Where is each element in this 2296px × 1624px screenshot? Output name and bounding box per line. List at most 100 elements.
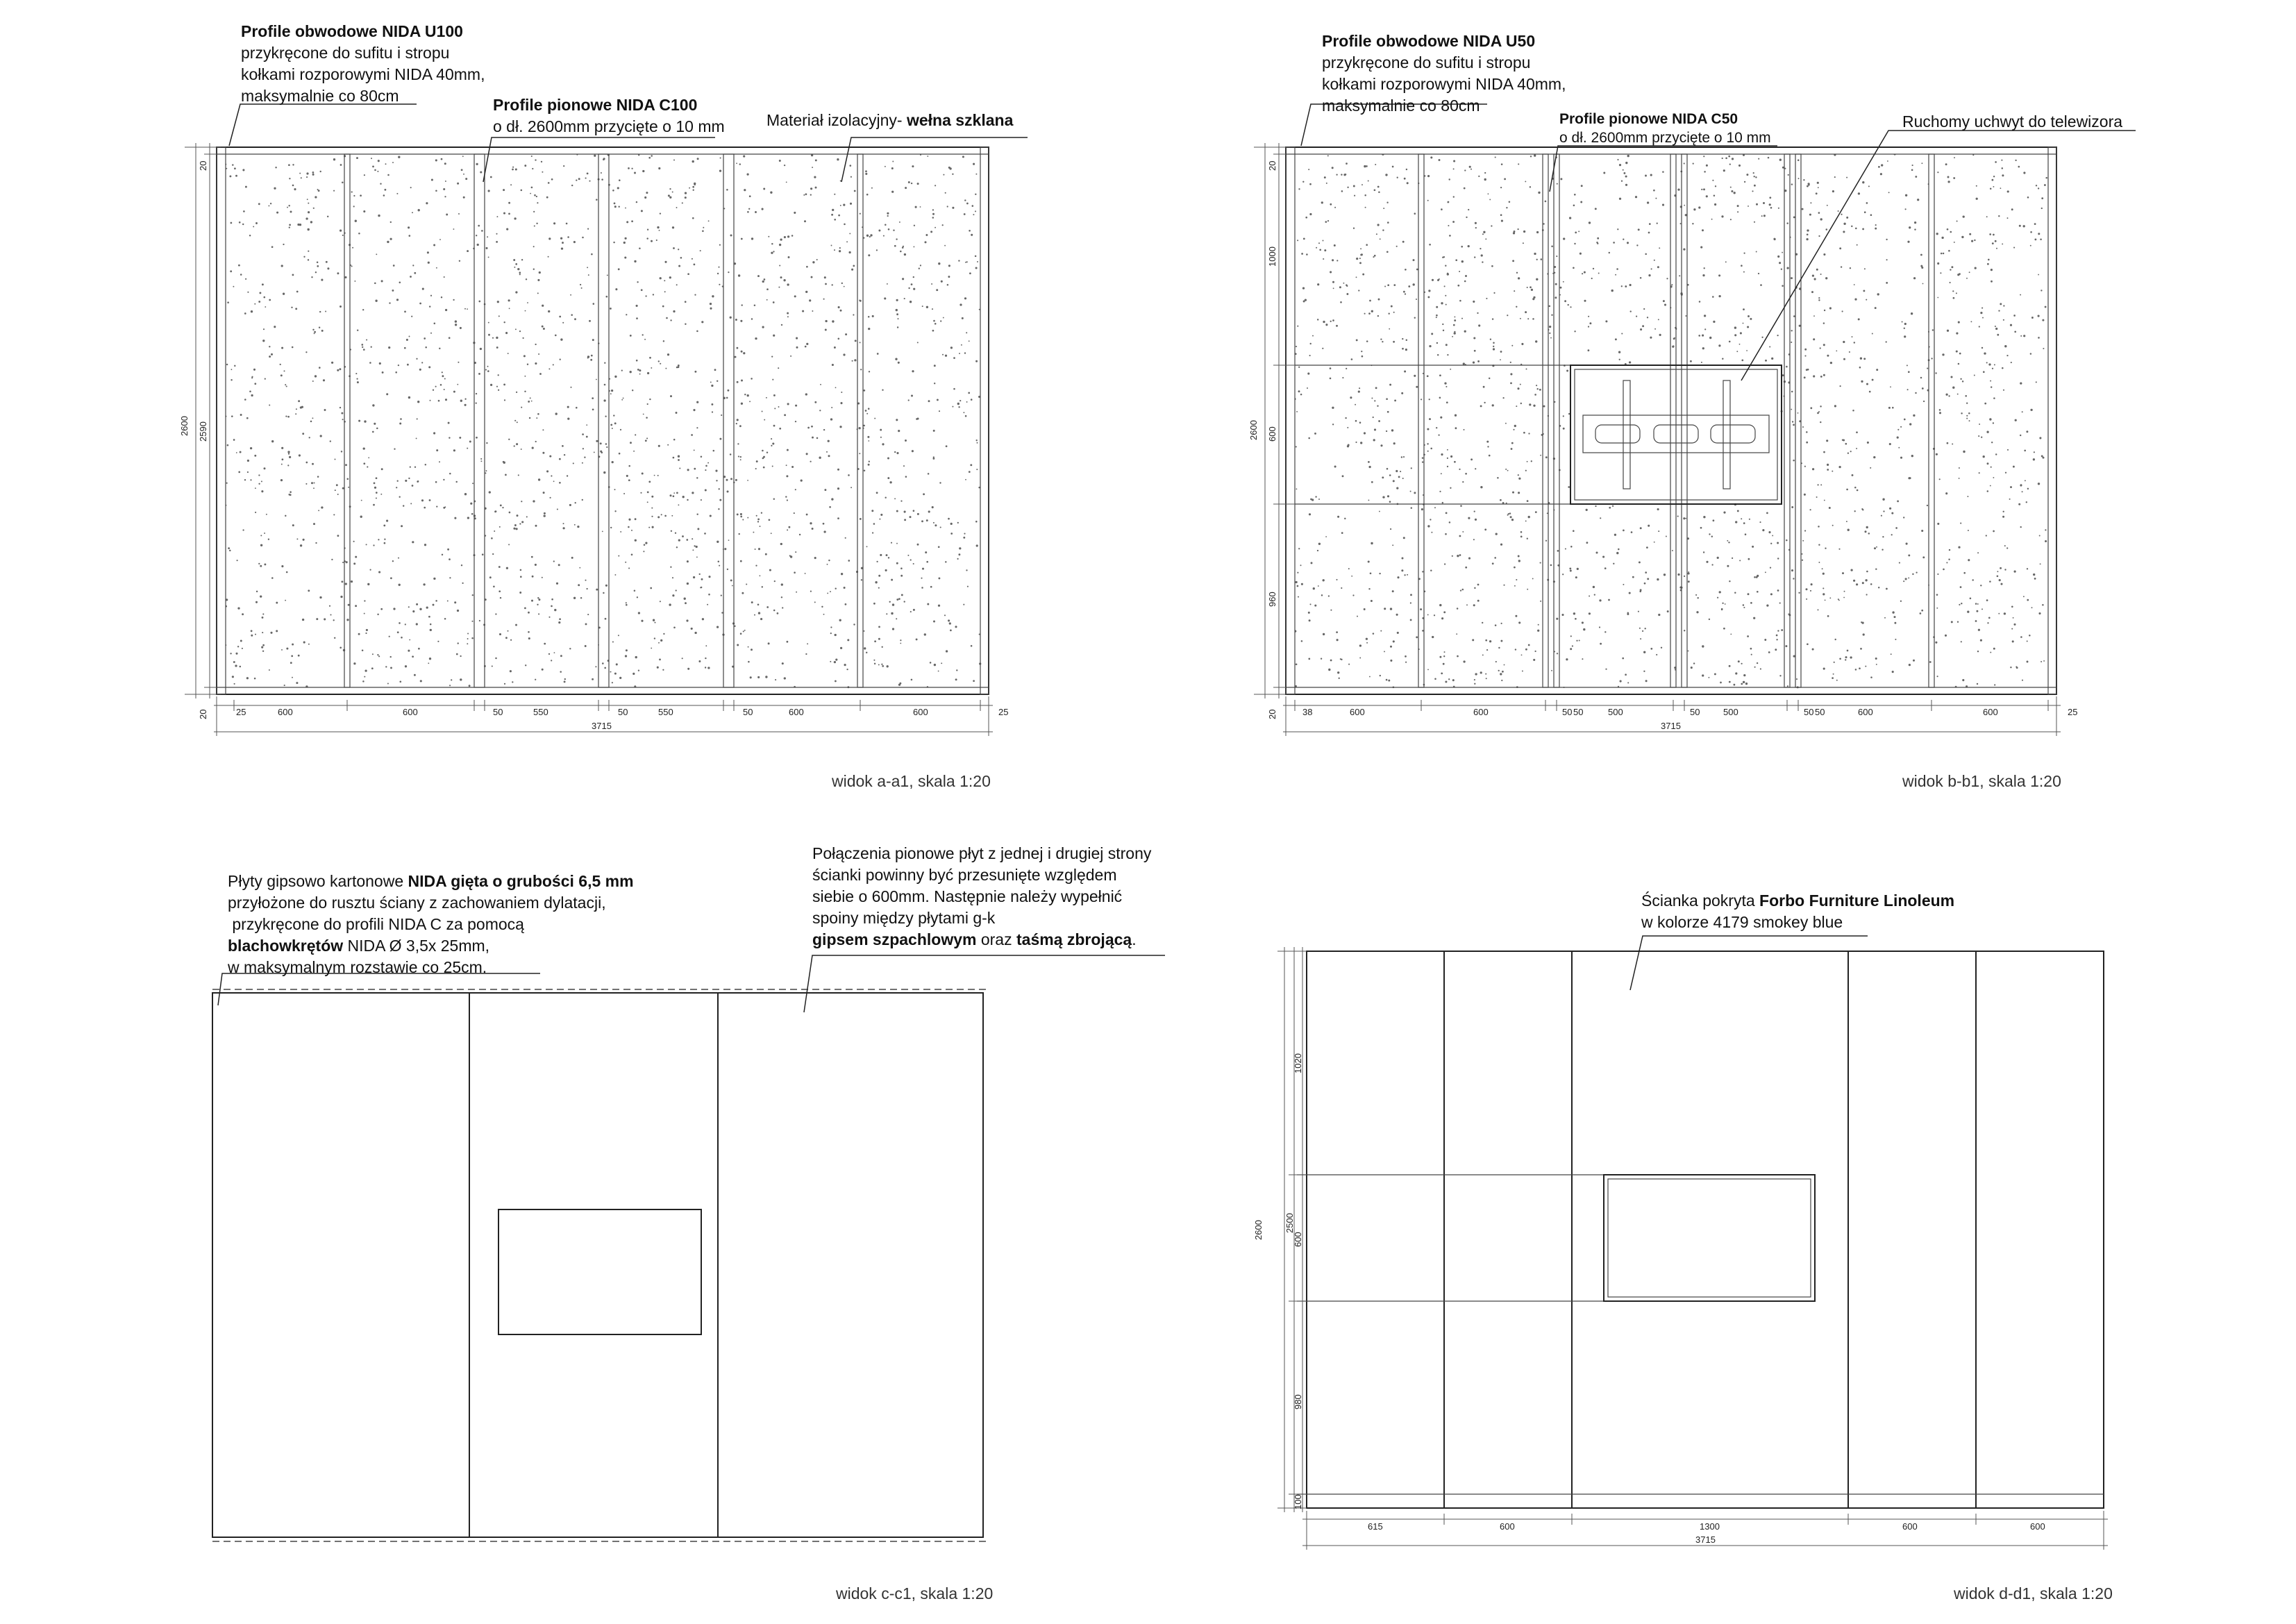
note-c-joints: Połączenia pionowe płyt z jednej i drugi… xyxy=(812,843,1151,951)
dim-b-13: 25 xyxy=(2068,707,2077,717)
wall-frame-a xyxy=(216,147,989,695)
tv-opening-c xyxy=(498,1209,702,1335)
dim-b-total: 3715 xyxy=(1661,721,1681,731)
dim-a-3: 600 xyxy=(403,707,418,717)
dim-a-6: 50 xyxy=(618,707,628,717)
note-a-c-line: o dł. 2600mm przycięte o 10 mm xyxy=(493,117,725,135)
dim-a-5: 550 xyxy=(533,707,548,717)
stud-a-3 xyxy=(598,153,610,688)
note-d-lino-bold: Forbo Furniture Linoleum xyxy=(1759,891,1955,910)
wall-frame-b xyxy=(1285,147,2057,695)
caption-d: widok d-d1, skala 1:20 xyxy=(1954,1584,2113,1602)
dim-d-height: 2600 xyxy=(1253,1220,1264,1240)
dim-a-8: 50 xyxy=(743,707,753,717)
dim-b-left-1: 20 xyxy=(1267,161,1277,171)
stud-a-4 xyxy=(723,153,735,688)
view-a: 25 600 600 50 550 50 550 50 600 600 25 3… xyxy=(179,103,1028,736)
note-c-board-l2: przyłożone do rusztu ściany z zachowanie… xyxy=(228,894,606,912)
note-c-joints-l2: ścianki powinny być przesunięte względem xyxy=(812,866,1117,884)
note-c-joints-l4: spoiny między płytami g-k xyxy=(812,909,996,927)
dim-d-left-3: 980 xyxy=(1293,1394,1303,1409)
tv-mount xyxy=(1570,365,1782,505)
note-a-c-title: Profile pionowe NIDA C100 xyxy=(493,96,698,114)
dim-d-2: 600 xyxy=(1500,1521,1515,1532)
dim-a-left-1: 20 xyxy=(198,161,208,171)
note-b-u-title: Profile obwodowe NIDA U50 xyxy=(1322,32,1536,50)
dims-bottom-b: 38 600 600 50 50 500 50 500 50 50 600 60… xyxy=(1302,707,2077,731)
dim-b-2: 600 xyxy=(1350,707,1365,717)
caption-b: widok b-b1, skala 1:20 xyxy=(1902,772,2061,790)
note-c-board-l4: NIDA Ø 3,5x 25mm, xyxy=(343,937,490,955)
dim-b-8: 500 xyxy=(1723,707,1738,717)
note-a-u-line2: kołkami rozporowymi NIDA 40mm, xyxy=(241,65,485,83)
view-b: 38 600 600 50 50 500 50 500 50 50 600 60… xyxy=(1248,103,2136,736)
dim-b-11: 600 xyxy=(1858,707,1873,717)
leader-a-u xyxy=(228,103,417,147)
dim-b-3: 600 xyxy=(1473,707,1489,717)
note-a-u-line1: przykręcone do sufitu i stropu xyxy=(241,44,450,62)
note-c-joints-post: . xyxy=(1132,930,1137,948)
dim-a-2: 600 xyxy=(278,707,293,717)
note-b-u: Profile obwodowe NIDA U50 przykręcone do… xyxy=(1322,31,1566,117)
dim-d-left-1: 1020 xyxy=(1293,1053,1303,1073)
note-c-joints-l3: siebie o 600mm. Następnie należy wypełni… xyxy=(812,887,1123,905)
note-c-board-l1-bold: NIDA gięta o grubości 6,5 mm xyxy=(408,872,634,890)
dim-a-7: 550 xyxy=(658,707,673,717)
dim-d-mid: 2500 xyxy=(1284,1213,1295,1233)
dim-d-1: 615 xyxy=(1368,1521,1383,1532)
note-c-joints-l1: Połączenia pionowe płyt z jednej i drugi… xyxy=(812,844,1152,862)
stud-a-5 xyxy=(857,153,864,688)
note-b-tv: Ruchomy uchwyt do telewizora xyxy=(1902,112,2123,131)
dim-a-4: 50 xyxy=(493,707,503,717)
note-d-lino-pre: Ścianka pokryta xyxy=(1641,891,1760,910)
wall-c xyxy=(212,992,984,1538)
dim-b-height: 2600 xyxy=(1248,420,1259,440)
dim-b-12: 600 xyxy=(1983,707,1998,717)
dim-b-left-3: 600 xyxy=(1267,426,1277,442)
dim-b-left-4: 960 xyxy=(1267,592,1277,607)
stud-a-2 xyxy=(474,153,485,688)
note-a-u-title: Profile obwodowe NIDA U100 xyxy=(241,22,463,40)
insulation-stipple-a xyxy=(226,154,982,689)
note-d-lino-line2: w kolorze 4179 smokey blue xyxy=(1641,913,1843,931)
note-c-joints-mid: oraz xyxy=(976,930,1016,948)
leader-tv xyxy=(1741,130,2136,381)
dim-b-left-2: 1000 xyxy=(1267,246,1277,267)
dim-b-1: 38 xyxy=(1302,707,1312,717)
dim-d-3: 1300 xyxy=(1700,1521,1720,1532)
dim-d-left-4: 100 xyxy=(1293,1494,1303,1509)
dim-a-height: 2600 xyxy=(179,416,190,436)
dim-b-10: 50 xyxy=(1815,707,1825,717)
note-b-u-line1: przykręcone do sufitu i stropu xyxy=(1322,53,1531,72)
stud-a-1 xyxy=(344,153,351,688)
studs-b xyxy=(1418,153,1935,688)
dim-b-9: 50 xyxy=(1804,707,1813,717)
dim-a-10: 600 xyxy=(913,707,928,717)
note-d-linoleum: Ścianka pokryta Forbo Furniture Linoleum… xyxy=(1641,890,1954,933)
dim-a-11: 25 xyxy=(998,707,1008,717)
dim-b-left-5: 20 xyxy=(1267,710,1277,719)
wall-d xyxy=(1306,951,2104,1509)
edge-profile-left-a xyxy=(216,147,226,695)
note-a-ins-bold: wełna szklana xyxy=(906,111,1014,129)
dim-a-9: 600 xyxy=(789,707,804,717)
dims-bottom-a: 25 600 600 50 550 50 550 50 600 600 25 3… xyxy=(236,707,1008,731)
dim-b-5: 50 xyxy=(1573,707,1583,717)
note-b-c-line: o dł. 2600mm przycięte o 10 mm xyxy=(1559,130,1771,146)
note-b-c: Profile pionowe NIDA C50 o dł. 2600mm pr… xyxy=(1559,110,1771,147)
studs-a xyxy=(344,153,864,688)
note-c-joints-bold2: taśmą zbrojącą xyxy=(1016,930,1132,948)
note-c-board: Płyty gipsowo kartonowe NIDA gięta o gru… xyxy=(228,871,634,978)
note-b-u-line2: kołkami rozporowymi NIDA 40mm, xyxy=(1322,75,1566,93)
note-c-joints-bold1: gipsem szpachlowym xyxy=(812,930,977,948)
dim-b-6: 500 xyxy=(1608,707,1623,717)
leader-a-ins xyxy=(841,137,1028,183)
note-b-c-title: Profile pionowe NIDA C50 xyxy=(1559,111,1738,127)
caption-a: widok a-a1, skala 1:20 xyxy=(832,772,991,790)
caption-c: widok c-c1, skala 1:20 xyxy=(836,1584,994,1602)
dim-a-left-2: 2590 xyxy=(198,421,208,442)
note-c-board-l4-bold: blachowkrętów xyxy=(228,937,344,955)
dim-a-total: 3715 xyxy=(592,721,612,731)
dim-d-4: 600 xyxy=(1902,1521,1918,1532)
note-b-u-line3: maksymalnie co 80cm xyxy=(1322,97,1480,115)
